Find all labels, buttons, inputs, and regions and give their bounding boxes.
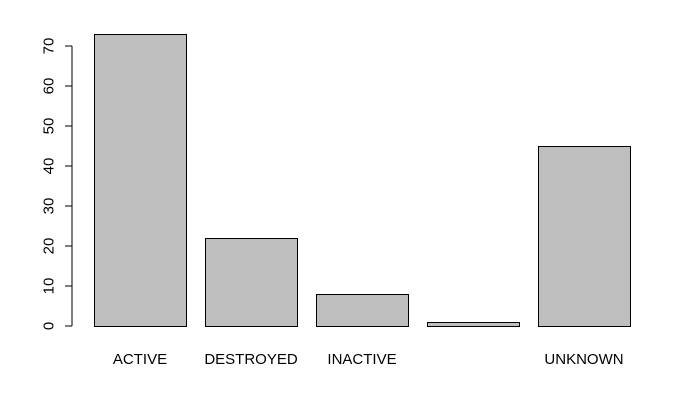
y-axis: 0 10 20 30 40 50 60 70 <box>41 38 73 330</box>
y-tick-label: 0 <box>41 322 58 330</box>
x-category-label: DESTROYED <box>204 351 298 368</box>
bar-active <box>94 34 187 327</box>
bar-inactive <box>316 294 409 327</box>
y-tick-label: 60 <box>41 78 58 95</box>
y-tick-label: 20 <box>41 238 58 255</box>
x-category-label: ACTIVE <box>113 351 167 368</box>
x-category-label: INACTIVE <box>327 351 396 368</box>
bar-unknown <box>538 146 631 327</box>
x-category-label: UNKNOWN <box>544 351 623 368</box>
y-tick-label: 70 <box>41 38 58 55</box>
y-tick-label: 40 <box>41 158 58 175</box>
bars-group <box>94 34 631 327</box>
y-tick-label: 10 <box>41 278 58 295</box>
y-tick-label: 30 <box>41 198 58 215</box>
y-tick-label: 50 <box>41 118 58 135</box>
bar-blank <box>427 322 520 327</box>
bar-destroyed <box>205 238 298 327</box>
x-axis-labels: ACTIVE DESTROYED INACTIVE UNKNOWN <box>113 351 624 368</box>
